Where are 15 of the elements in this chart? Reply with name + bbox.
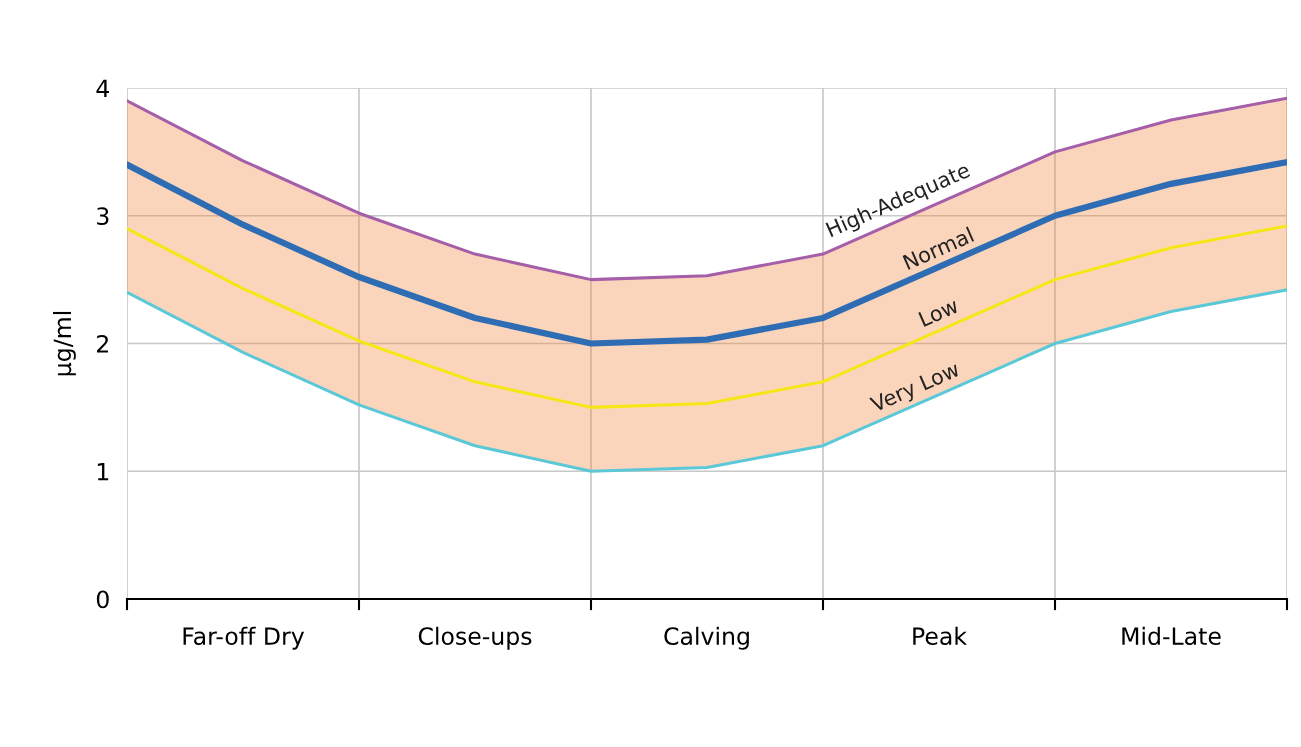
y-tick-label: 3	[97, 207, 109, 226]
x-tick-label: Close-ups	[418, 626, 532, 650]
y-tick-label: 2	[97, 334, 108, 353]
line-series	[127, 96, 1287, 282]
y-tick-label: 0	[96, 590, 109, 609]
x-tick-label: Calving	[664, 626, 749, 650]
y-tick-label: 1	[97, 463, 109, 481]
y-tick-label: 4	[96, 79, 110, 97]
line-series	[127, 288, 1287, 473]
y-axis-title: µg/ml	[53, 311, 76, 376]
x-tick-label: Mid-Late	[1122, 626, 1221, 646]
text: Very Low	[869, 360, 963, 417]
x-tick-label: Far-off Dry	[183, 626, 305, 650]
x-tick-label: Peak	[913, 626, 967, 646]
text: Low	[918, 297, 960, 328]
